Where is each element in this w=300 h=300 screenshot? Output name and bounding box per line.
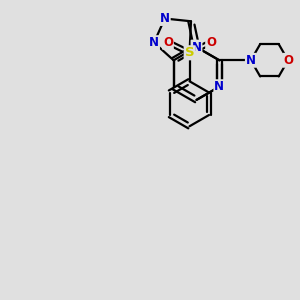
Text: O: O (163, 36, 173, 49)
Text: N: N (191, 40, 202, 54)
Text: S: S (185, 46, 194, 59)
Text: O: O (206, 36, 216, 49)
Text: N: N (246, 54, 256, 67)
Text: N: N (214, 80, 224, 93)
Text: O: O (283, 54, 293, 67)
Text: N: N (149, 36, 159, 49)
Text: N: N (160, 12, 170, 25)
